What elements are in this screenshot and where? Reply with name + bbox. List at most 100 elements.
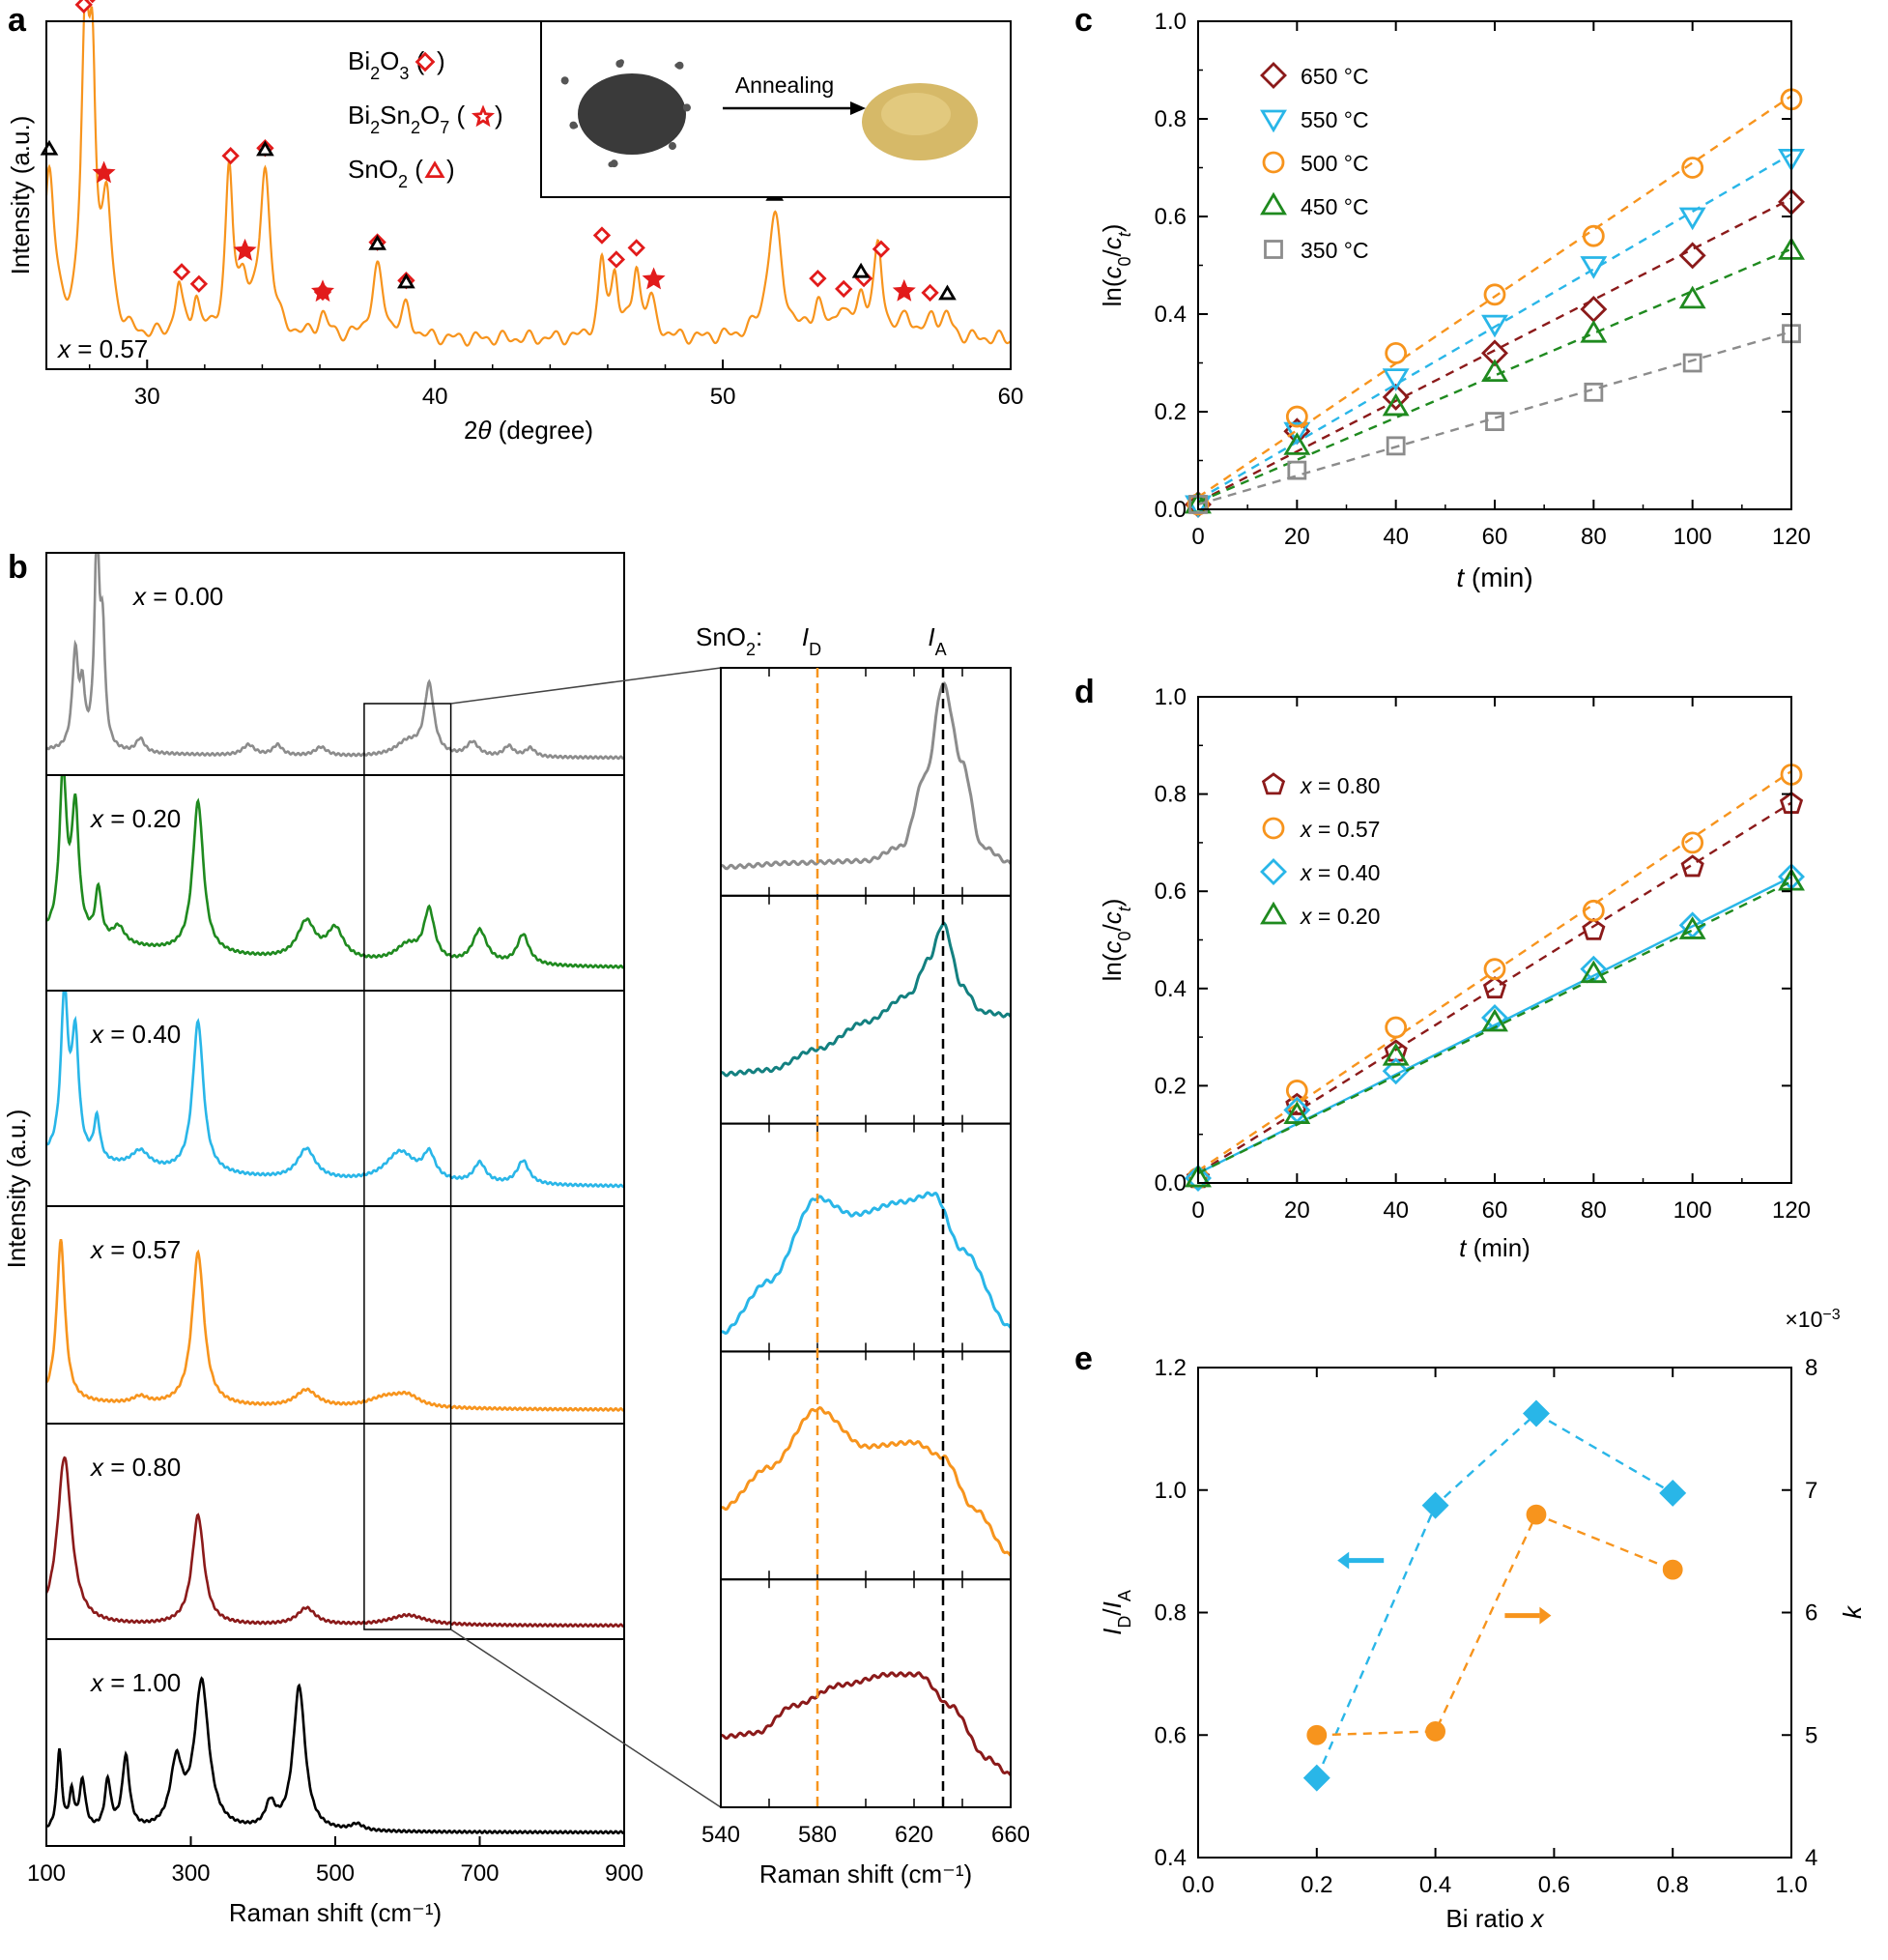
sample-var: x	[89, 1453, 104, 1482]
x-tick-label: 540	[701, 1822, 740, 1848]
legend-var: x	[1300, 904, 1313, 929]
x-tick-label: 30	[134, 384, 160, 410]
data-point	[1306, 1724, 1328, 1745]
powder-grain	[617, 59, 624, 66]
legend-marker	[1260, 901, 1287, 925]
sno2-marker	[40, 139, 59, 156]
sample-label-5: x = 1.00	[89, 1668, 181, 1697]
series-line-1	[1316, 1513, 1673, 1737]
data-point	[1185, 1164, 1212, 1192]
y-label-part: ln(	[1098, 278, 1127, 306]
panel-label-a: a	[8, 2, 27, 39]
legend-value: = 0.40	[1312, 860, 1381, 885]
x-tick-label: 20	[1284, 1197, 1310, 1224]
data-point	[1681, 157, 1704, 179]
raman-spectrum-2	[46, 991, 624, 1189]
zoom-spectrum-4	[720, 1671, 1013, 1776]
sample-value: = 0.80	[103, 1453, 181, 1482]
sample-label-2: x = 0.40	[89, 1020, 181, 1049]
y-label-part: /	[1098, 249, 1127, 257]
x-tick-label: 620	[895, 1822, 933, 1848]
y-tick-label: 0.2	[1155, 399, 1187, 425]
zoom-subplot-frame	[720, 1578, 1012, 1808]
x-axis-label: Raman shift (cm⁻¹)	[229, 1898, 442, 1927]
header-sub: 2	[746, 640, 756, 659]
panel-label-e: e	[1074, 1340, 1093, 1377]
fit-line-2	[1197, 95, 1792, 499]
sample-var: x	[131, 582, 147, 611]
legend-marker	[1264, 240, 1283, 259]
y-label-var: c	[1098, 911, 1127, 924]
y-tick-label: 0.6	[1155, 879, 1187, 905]
bi2o3-marker	[607, 250, 626, 269]
legend-label: x = 0.57	[1300, 817, 1380, 842]
panel-label-c: c	[1074, 2, 1093, 39]
header-part: SnO	[696, 622, 746, 651]
x-label-var: x	[1530, 1904, 1545, 1933]
y-tick-label: 1.2	[1155, 1355, 1187, 1381]
data-point	[1582, 917, 1606, 940]
fit-line-3	[1197, 247, 1792, 504]
x-tick-label: 100	[1673, 1197, 1712, 1224]
y-axis-label-right: k	[1838, 1604, 1867, 1619]
legend-part: 3	[399, 64, 409, 83]
x-tick-label: 700	[460, 1860, 499, 1887]
y-tick-label: 0.6	[1155, 204, 1187, 230]
legend-part: Bi	[348, 101, 370, 130]
ID-label: ID	[802, 622, 821, 659]
legend-part: (	[408, 155, 423, 184]
data-point	[1382, 1042, 1410, 1066]
data-point	[1580, 256, 1608, 279]
multiplier-exp: −3	[1822, 1307, 1840, 1323]
legend-part: O	[380, 46, 399, 75]
data-point	[1283, 1101, 1311, 1124]
x-tick-label: 80	[1581, 524, 1607, 550]
sample-label: x = 0.57	[56, 334, 148, 363]
y-tick-label: 1.0	[1155, 9, 1187, 35]
bi2o3-marker	[74, 0, 93, 14]
panel-c-kinetics-temperature: 650 °C 550 °C 500 °C 450 °C 350 °C 0 20 40 60 80 1…	[1098, 9, 1811, 592]
zoom-spectrum-0	[720, 681, 1013, 871]
legend-marker	[1260, 858, 1287, 885]
data-point	[1580, 295, 1608, 323]
data-point	[1421, 1491, 1449, 1519]
legend-label: 550 °C	[1301, 107, 1369, 132]
y-right-tick-label: 5	[1805, 1722, 1817, 1748]
x-axis-label: Bi ratio x	[1445, 1904, 1544, 1933]
sample-value: = 0.57	[103, 1235, 181, 1264]
legend-marker	[1260, 191, 1287, 216]
sample-value: = 1.00	[103, 1668, 181, 1697]
y-right-tick-label: 4	[1805, 1845, 1817, 1871]
right-axis-multiplier: ×10−3	[1785, 1307, 1840, 1333]
x-tick-label: 20	[1284, 524, 1310, 550]
y-tick-label: 0.4	[1155, 302, 1187, 328]
x-label-unit: (min)	[1466, 1233, 1530, 1262]
x-tick-label: 120	[1772, 1197, 1811, 1224]
powder-grain	[685, 106, 690, 111]
xrd-pattern-line	[44, 0, 1012, 347]
x-tick-label: 120	[1772, 524, 1811, 550]
arrow-head	[1539, 1606, 1552, 1625]
legend-marker	[1260, 62, 1287, 89]
sno2-header: SnO2:	[696, 622, 762, 659]
x-tick-label: 900	[605, 1860, 644, 1887]
x-tick-label: 0.4	[1419, 1872, 1451, 1898]
y-tick-label: 0.8	[1155, 106, 1187, 132]
sample-value: = 0.57	[71, 334, 148, 363]
fit-line-1	[1197, 153, 1792, 501]
y-label-var: c	[1098, 237, 1127, 249]
legend-part: Sn	[380, 101, 411, 130]
x-tick-label: 40	[422, 384, 448, 410]
header-part: :	[756, 622, 762, 651]
zoom-connector-bottom	[450, 1629, 722, 1808]
sample-value: = 0.00	[146, 582, 223, 611]
data-point	[1659, 1479, 1687, 1507]
panel-b-raman: x = 0.00x = 0.20x = 0.40x = 0.57x = 0.80…	[2, 552, 722, 1927]
x-tick-label: 40	[1383, 524, 1409, 550]
y-label-var: c	[1098, 941, 1127, 954]
zoom-box	[363, 703, 452, 1630]
x-tick-label: 60	[1482, 524, 1508, 550]
data-point	[1523, 1399, 1550, 1427]
